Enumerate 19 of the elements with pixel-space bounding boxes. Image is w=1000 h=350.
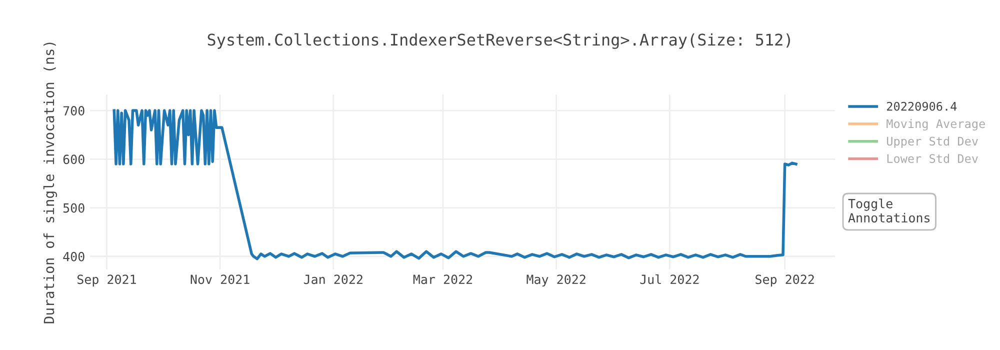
legend-label: 20220906.4 xyxy=(887,102,957,111)
x-tick-label: Jul 2022 xyxy=(640,274,699,284)
x-tick-label: Sep 2021 xyxy=(77,274,136,287)
x-tick-label: Sep 2022 xyxy=(756,274,814,287)
y-tick-label: 400 xyxy=(63,252,84,262)
legend-label: Moving Average xyxy=(886,119,985,131)
text: Toggle Annotations xyxy=(848,198,930,222)
legend-label: Lower Std Dev xyxy=(887,154,978,164)
y-tick-label: 500 xyxy=(63,203,84,213)
legend-label: Upper Std Dev xyxy=(886,136,978,148)
y-tick-label: 600 xyxy=(63,154,84,164)
y-axis-title: Duration of single invocation (ns) xyxy=(43,42,58,324)
x-tick-label: Mar 2022 xyxy=(413,274,472,284)
y-tick-label: 700 xyxy=(63,106,84,116)
x-tick-label: Nov 2021 xyxy=(190,274,250,284)
x-tick-label: Jan 2022 xyxy=(304,274,362,284)
x-tick-label: May 2022 xyxy=(526,274,586,287)
chart-title: System.Collections.IndexerSetReverse<String>.Array(Size: 512) xyxy=(208,33,790,49)
line-series xyxy=(112,109,798,260)
